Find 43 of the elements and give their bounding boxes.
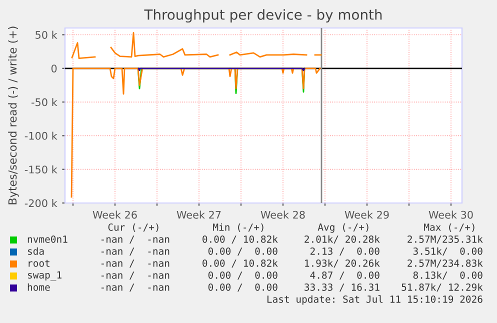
text: -nan / -nan	[101, 248, 170, 256]
text: 51.87k/ 12.29k	[402, 283, 483, 292]
legend-label: root	[28, 260, 50, 267]
text: 0.00 / 0.00	[208, 247, 278, 256]
text: -nan / -nan	[101, 236, 170, 244]
x-tick-label: Week 26	[92, 210, 137, 219]
legend-label: sda	[28, 247, 44, 255]
text: -nan / -nan	[101, 272, 170, 280]
y-axis-title: Bytes/second read (-) / write (+)	[8, 26, 19, 204]
x-tick-label: Week 28	[260, 210, 305, 219]
legend-label: nvme0n1	[28, 235, 68, 243]
legend-label: swap_1	[28, 271, 62, 281]
text: -nan / -nan	[101, 284, 170, 292]
text: 2.57M/234.83k	[408, 259, 483, 268]
text: 33.33 / 16.31	[304, 283, 380, 292]
text: Avg (-/+)	[318, 223, 368, 233]
text: 2.01k/ 20.28k	[304, 235, 380, 244]
text: 2.57M/235.31k	[408, 235, 483, 244]
text: 1.93k/ 20.26k	[305, 259, 380, 268]
text: Last update: Sat Jul 11 15:10:19 2026	[267, 295, 482, 305]
text: 8.13k/ 0.00	[413, 271, 482, 280]
text: Max (-/+)	[424, 223, 474, 232]
x-tick-label: Week 27	[176, 210, 221, 219]
text: 0.00 / 10.82k	[202, 259, 278, 268]
text: -nan / -nan	[101, 260, 170, 268]
y-tick-label: -50 k	[32, 98, 58, 106]
text: Cur (-/+)	[108, 223, 158, 232]
x-tick-label: Week 30	[428, 210, 473, 219]
legend-label: home	[28, 283, 50, 291]
y-tick-label: -150 k	[24, 165, 58, 174]
y-tick-label: -200 k	[24, 199, 58, 208]
x-tick-label: Week 29	[344, 210, 389, 219]
y-tick-label: -100 k	[24, 132, 58, 140]
text: Min (-/+)	[213, 223, 264, 232]
y-tick-label: 50 k	[36, 30, 58, 39]
text: 0.00 / 10.82k	[202, 235, 278, 244]
chart-title: Throughput per device - by month	[144, 9, 382, 23]
text: 4.87 / 0.00	[310, 271, 380, 280]
text: 0.00 / 0.00	[208, 271, 278, 280]
text: 0.00 / 0.00	[208, 283, 278, 292]
text: 3.51k/ 0.00	[413, 247, 482, 256]
y-tick-label: 0	[51, 64, 57, 72]
text: 2.13 / 0.00	[310, 247, 380, 256]
